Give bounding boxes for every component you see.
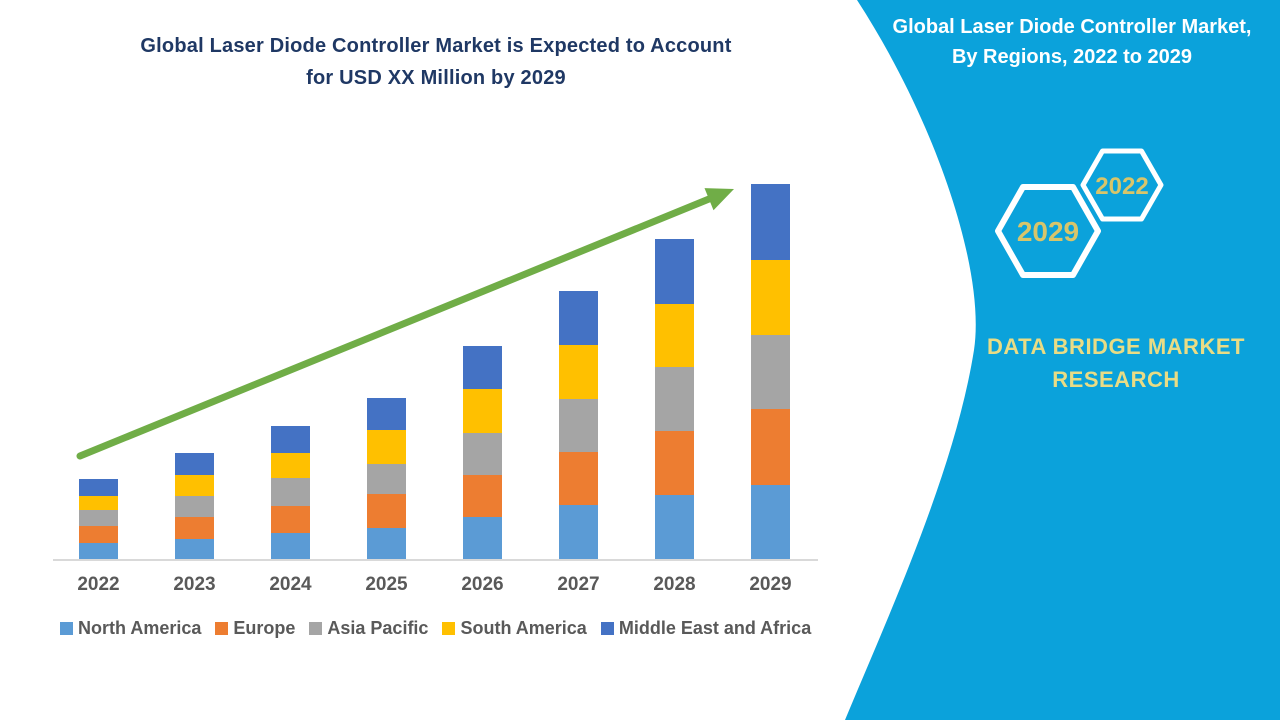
bar-segment-south-america [751, 260, 790, 335]
legend-swatch-icon [600, 622, 614, 635]
legend-item-south-america: South America [442, 618, 587, 639]
bar-segment-asia-pacific [559, 399, 598, 452]
hexagon-2022 [1080, 148, 1164, 222]
bar-segment-middle-east-and-africa [271, 426, 310, 453]
chart-title-line1: Global Laser Diode Controller Market is … [140, 35, 732, 57]
chart-title-line2: for USD XX Million by 2029 [306, 67, 566, 89]
brand-name: DATA BRIDGE MARKET RESEARCH [987, 334, 1245, 392]
bar-2022 [79, 479, 118, 560]
bar-segment-middle-east-and-africa [367, 398, 406, 430]
bar-segment-south-america [463, 389, 502, 433]
bar-2024 [271, 426, 310, 560]
bar-segment-north-america [175, 539, 214, 560]
bar-segment-middle-east-and-africa [655, 239, 694, 304]
trend-arrow-head [704, 188, 734, 211]
bar-segment-north-america [367, 528, 406, 560]
bar-2028 [655, 239, 694, 560]
bar-2027 [559, 291, 598, 560]
bar-2026 [463, 346, 502, 560]
bar-segment-asia-pacific [79, 510, 118, 526]
bar-segment-europe [79, 526, 118, 543]
bar-segment-south-america [655, 304, 694, 367]
legend-label: Middle East and Africa [618, 618, 812, 638]
x-axis-label-2023: 2023 [173, 574, 216, 595]
bar-segment-middle-east-and-africa [559, 291, 598, 345]
side-panel-title-line2: By Regions, 2022 to 2029 [951, 46, 1193, 68]
legend-swatch-icon [215, 622, 229, 635]
bar-segment-south-america [175, 475, 214, 496]
side-panel-title: Global Laser Diode Controller Market, By… [872, 12, 1272, 72]
bar-segment-asia-pacific [367, 464, 406, 494]
legend-item-asia-pacific: Asia Pacific [309, 618, 428, 639]
bar-segment-europe [271, 506, 310, 533]
legend-label: Europe [233, 618, 296, 638]
bar-segment-north-america [271, 533, 310, 560]
hexagon-2029 [995, 184, 1101, 278]
legend-label: South America [460, 618, 587, 638]
bar-2025 [367, 398, 406, 560]
bar-segment-asia-pacific [175, 496, 214, 517]
legend-swatch-icon [60, 622, 73, 635]
chart-legend: North America Europe Asia Pacific South Ame… [60, 618, 860, 639]
bar-segment-north-america [655, 495, 694, 560]
bar-segment-north-america [559, 505, 598, 560]
hexagon-2022-label: 2022 [1095, 173, 1148, 200]
legend-swatch-icon [442, 622, 456, 635]
bar-segment-asia-pacific [751, 335, 790, 409]
x-axis-label-2027: 2027 [557, 574, 600, 595]
bar-segment-south-america [79, 496, 118, 510]
legend-label: North America [78, 618, 202, 638]
bar-segment-asia-pacific [655, 367, 694, 431]
bar-segment-europe [655, 431, 694, 495]
x-axis-label-2029: 2029 [749, 574, 792, 595]
legend-item-north-america: North America [60, 618, 201, 639]
bar-segment-middle-east-and-africa [79, 479, 118, 496]
bar-segment-middle-east-and-africa [751, 184, 790, 260]
bar-2029 [751, 184, 790, 560]
x-axis-line [53, 559, 818, 561]
chart-title: Global Laser Diode Controller Market is … [78, 30, 794, 94]
bar-segment-europe [175, 517, 214, 539]
bar-segment-europe [463, 475, 502, 517]
hexagon-2029-label: 2029 [1017, 216, 1079, 247]
bar-segment-middle-east-and-africa [175, 453, 214, 475]
bar-segment-europe [367, 494, 406, 528]
bar-segment-north-america [463, 517, 502, 560]
bar-segment-europe [559, 452, 598, 505]
bar-segment-south-america [271, 453, 310, 478]
legend-swatch-icon [309, 622, 323, 635]
x-axis-label-2028: 2028 [653, 574, 696, 595]
bar-segment-north-america [79, 543, 118, 560]
bar-2023 [175, 453, 214, 560]
bar-segment-north-america [751, 485, 790, 560]
x-axis-label-2022: 2022 [77, 574, 120, 595]
x-axis-label-2025: 2025 [365, 574, 408, 595]
x-axis-label-2024: 2024 [269, 574, 312, 595]
x-axis-label-2026: 2026 [461, 574, 504, 595]
legend-label: Asia Pacific [327, 618, 429, 638]
bar-segment-asia-pacific [463, 433, 502, 475]
bar-segment-europe [751, 409, 790, 485]
legend-item-middle-east-and-africa: Middle East and Africa [600, 618, 812, 639]
side-panel-title-line1: Global Laser Diode Controller Market, [892, 16, 1252, 38]
bar-segment-south-america [559, 345, 598, 399]
legend-item-europe: Europe [215, 618, 295, 639]
bar-segment-middle-east-and-africa [463, 346, 502, 389]
bar-segment-asia-pacific [271, 478, 310, 506]
bar-segment-south-america [367, 430, 406, 464]
